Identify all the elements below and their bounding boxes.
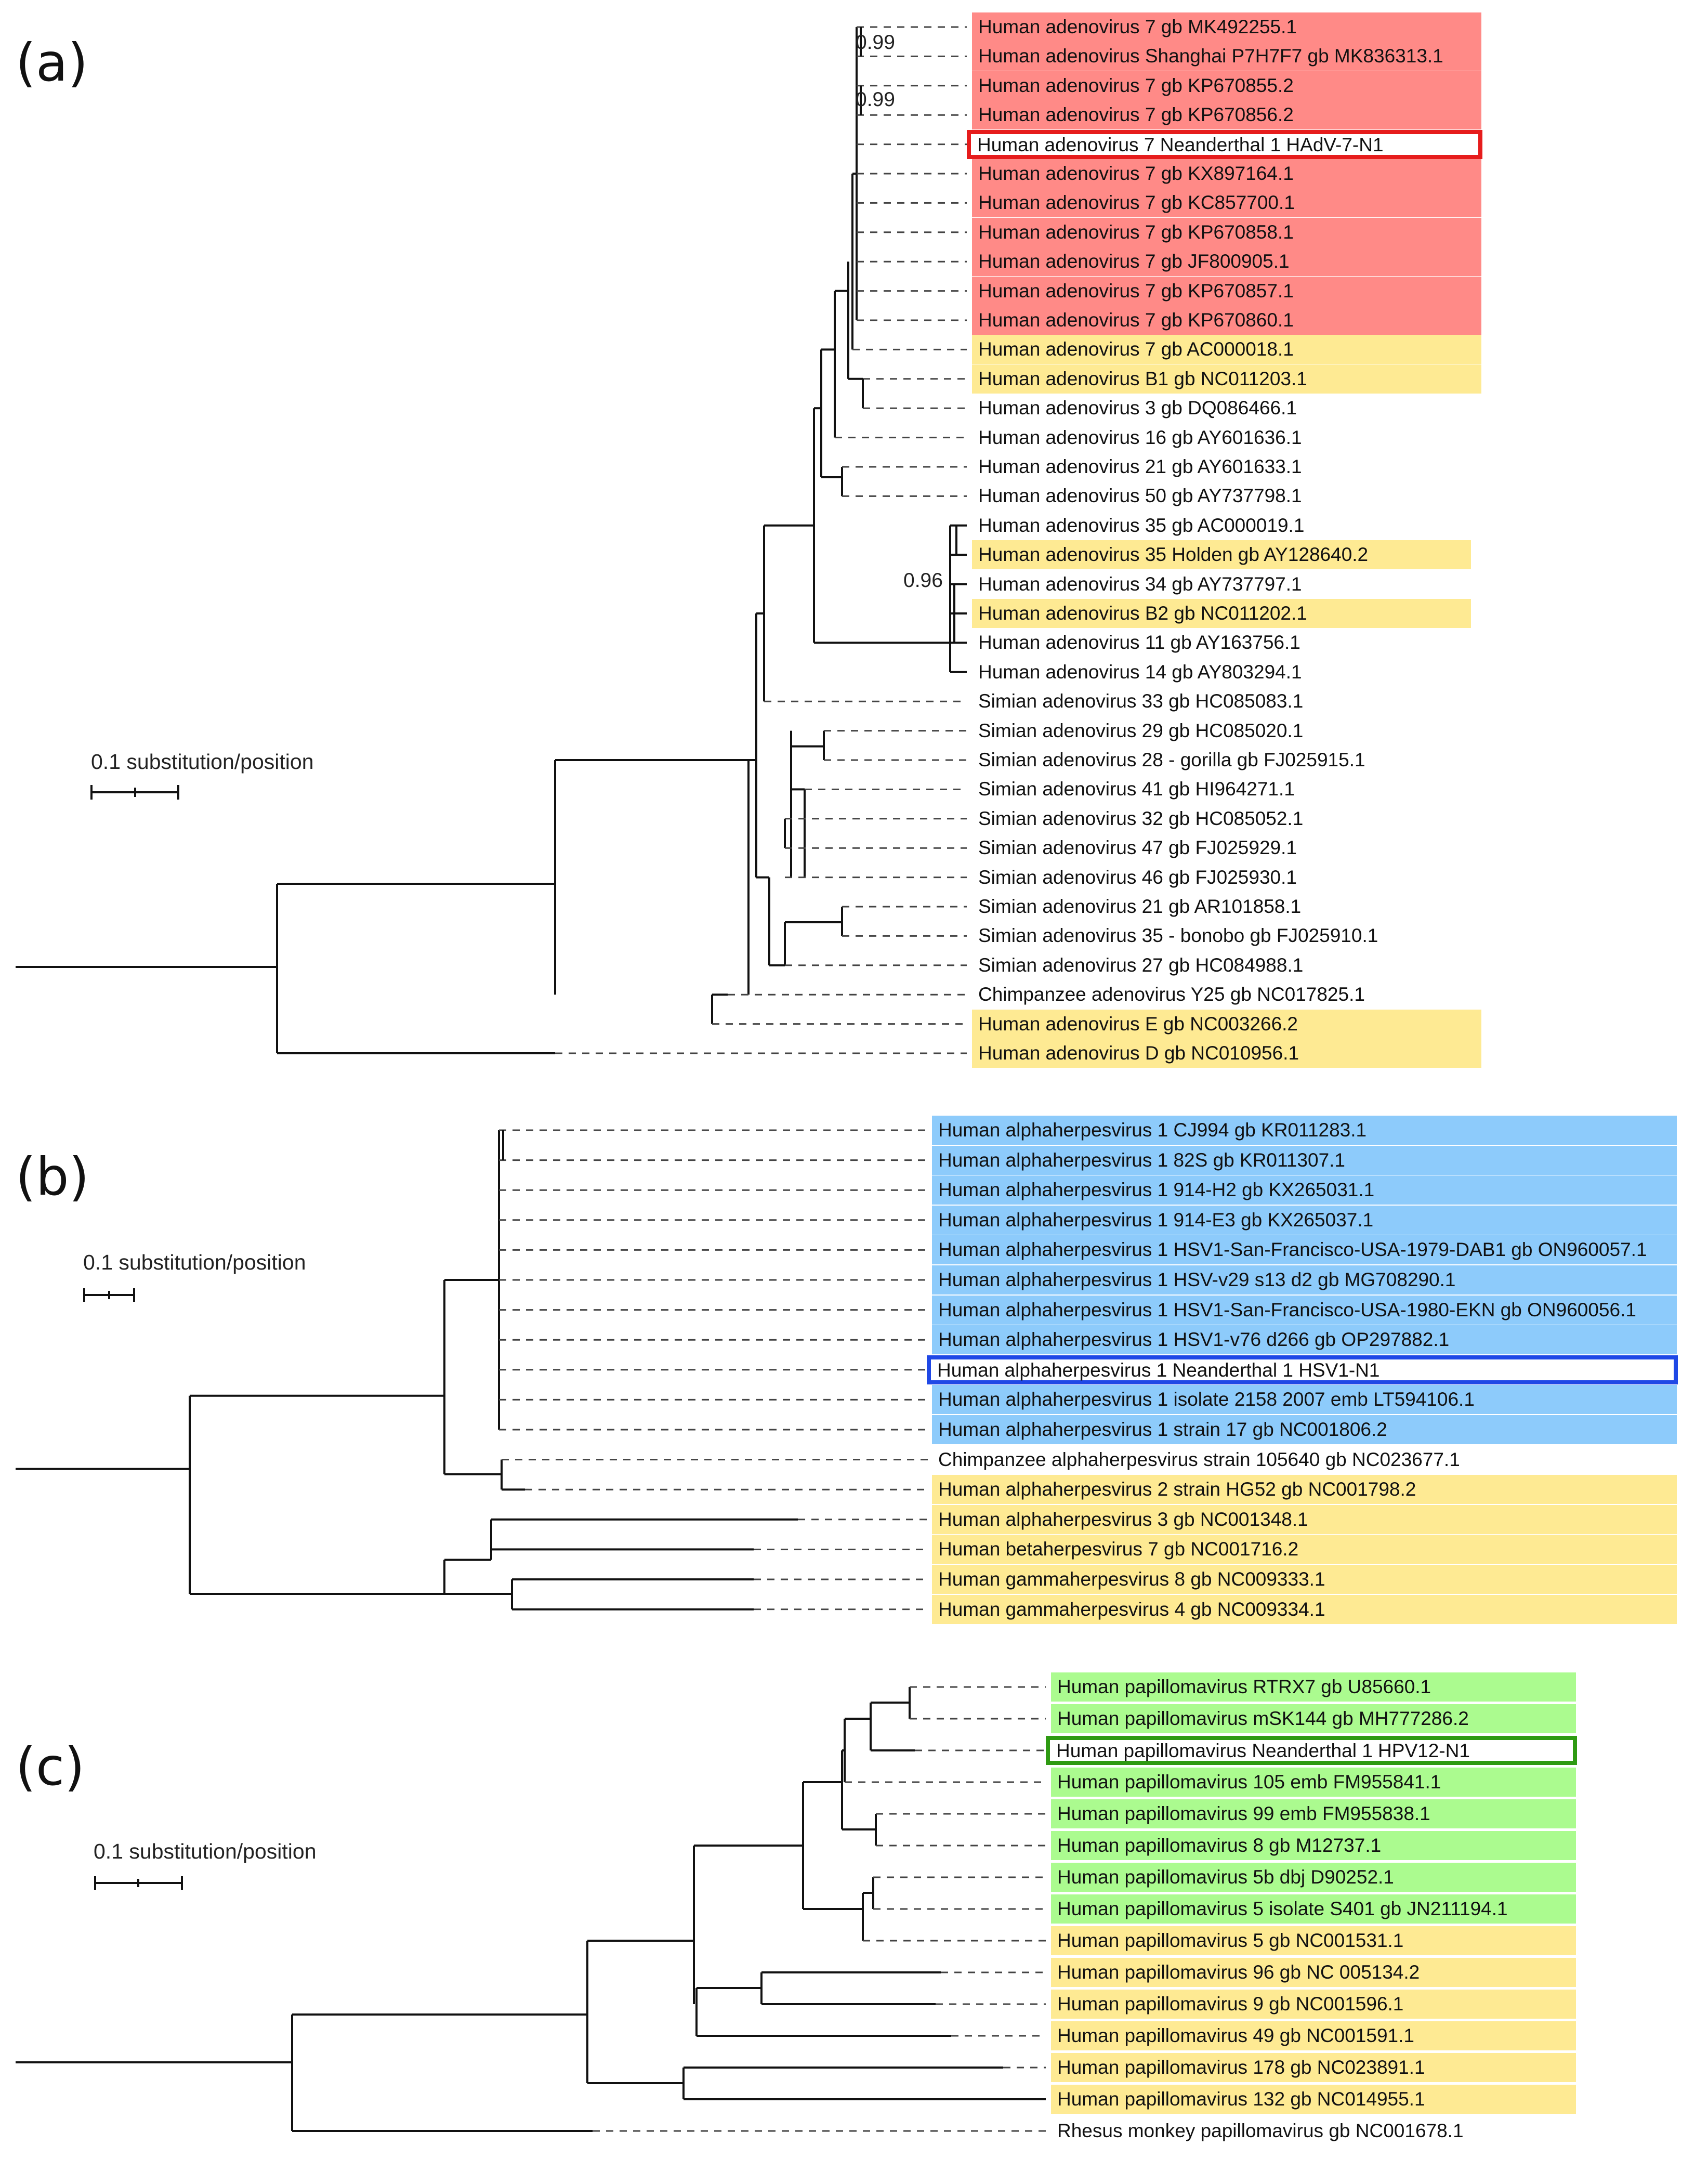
panel-b-taxon-row: Human alphaherpesvirus 1 Neanderthal 1 H… [927,1355,1678,1384]
panel-a-taxon-row: Simian adenovirus 32 gb HC085052.1 [978,807,1304,829]
panel-a-taxon-row: Human adenovirus 7 gb KX897164.1 [972,159,1481,188]
panel-c-taxon-row: Human papillomavirus 49 gb NC001591.1 [1051,2021,1576,2050]
panel-a-taxon-row: Human adenovirus 14 gb AY803294.1 [978,661,1302,683]
panel-c-taxon-row: Rhesus monkey papillomavirus gb NC001678… [1057,2120,1464,2141]
panel-a-support-1: 0.99 [856,31,895,54]
panel-b-label: (b) [16,1146,89,1207]
panel-b-taxon-row: Human alphaherpesvirus 1 isolate 2158 20… [932,1385,1677,1415]
panel-a-taxon-row: Human adenovirus 7 gb KP670860.1 [972,306,1481,335]
panel-c-taxon-row: Human papillomavirus mSK144 gb MH777286.… [1051,1704,1576,1733]
panel-c-taxon-row: Human papillomavirus RTRX7 gb U85660.1 [1051,1672,1576,1702]
panel-a-taxon-row: Human adenovirus B1 gb NC011203.1 [972,364,1481,394]
panel-a-taxon-row: Human adenovirus 7 gb KP670855.2 [972,71,1481,100]
panel-c-taxon-row: Human papillomavirus 5 gb NC001531.1 [1051,1926,1576,1955]
panel-b-taxon-row: Human alphaherpesvirus 1 HSV1-San-Franci… [932,1235,1677,1265]
panel-b-taxon-row: Human gammaherpesvirus 8 gb NC009333.1 [932,1565,1677,1594]
panel-a-scale-bar [90,785,179,800]
panel-a-taxon-row: Simian adenovirus 46 gb FJ025930.1 [978,866,1297,888]
panel-a-taxon-row: Human adenovirus 34 gb AY737797.1 [978,573,1302,595]
panel-a-taxon-row: Simian adenovirus 29 gb HC085020.1 [978,720,1304,741]
panel-c-taxon-row: Human papillomavirus 5b dbj D90252.1 [1051,1863,1576,1892]
panel-b-branches [16,1129,928,1611]
panel-b-taxon-row: Human alphaherpesvirus 1 82S gb KR011307… [932,1145,1677,1175]
panel-a-taxon-row: Simian adenovirus 41 gb HI964271.1 [978,778,1295,800]
panel-a-taxon-row: Human adenovirus D gb NC010956.1 [972,1039,1481,1068]
panel-a-taxon-row: Human adenovirus 16 gb AY601636.1 [978,426,1302,448]
panel-b-herpesvirus-tree: (b) 0.1 substitution/position Human alph… [16,1116,1678,1624]
panel-a-taxon-row: Human adenovirus 7 Neanderthal 1 HAdV-7-… [967,129,1482,159]
panel-a-taxon-row: Chimpanzee adenovirus Y25 gb NC017825.1 [978,984,1365,1005]
panel-a-taxon-row: Human adenovirus E gb NC003266.2 [972,1009,1481,1039]
panel-a-taxon-row: Simian adenovirus 21 gb AR101858.1 [978,896,1302,917]
panel-c-taxon-row: Human papillomavirus 132 gb NC014955.1 [1051,2085,1576,2114]
panel-a-taxon-row: Simian adenovirus 28 - gorilla gb FJ0259… [978,749,1365,770]
panel-a-taxon-row: Human adenovirus 11 gb AY163756.1 [978,632,1300,653]
panel-a-taxon-row: Human adenovirus 7 gb KC857700.1 [972,188,1481,218]
panel-a-taxon-row: Human adenovirus 3 gb DQ086466.1 [978,397,1297,419]
panel-a-taxon-row: Human adenovirus 50 gb AY737798.1 [978,485,1302,507]
panel-b-scale-bar [83,1288,135,1302]
panel-c-taxon-row: Human papillomavirus 5 isolate S401 gb J… [1051,1894,1576,1924]
panel-b-taxon-row: Human alphaherpesvirus 1 914-H2 gb KX265… [932,1175,1677,1205]
panel-b-taxon-row: Human gammaherpesvirus 4 gb NC009334.1 [932,1594,1677,1624]
panel-a-taxon-row: Simian adenovirus 47 gb FJ025929.1 [978,837,1297,859]
panel-c-taxon-row: Human papillomavirus 99 emb FM955838.1 [1051,1799,1576,1828]
panel-b-taxon-row: Human alphaherpesvirus 3 gb NC001348.1 [932,1505,1677,1534]
panel-b-taxon-row: Human alphaherpesvirus 1 strain 17 gb NC… [932,1415,1677,1444]
panel-b-taxon-row: Human alphaherpesvirus 1 CJ994 gb KR0112… [932,1116,1677,1145]
panel-b-taxon-row: Human betaherpesvirus 7 gb NC001716.2 [932,1535,1677,1564]
panel-a-taxon-row: Human adenovirus 7 gb KP670858.1 [972,217,1481,247]
panel-b-scale-label: 0.1 substitution/position [83,1250,306,1274]
panel-a-taxon-row: Human adenovirus Shanghai P7H7F7 gb MK83… [972,42,1481,71]
panel-a-taxon-row: Human adenovirus 21 gb AY601633.1 [978,456,1302,477]
panel-a-taxon-row: Human adenovirus 35 gb AC000019.1 [978,514,1305,536]
panel-a-scale-label: 0.1 substitution/position [91,750,314,774]
panel-a-taxon-row: Human adenovirus 35 Holden gb AY128640.2 [972,540,1471,570]
panel-a-taxon-row: Human adenovirus B2 gb NC011202.1 [972,599,1471,628]
panel-a-adenovirus-tree: (a) 0.1 substitution/position 0.99 0.99 … [16,12,1482,1068]
panel-b-taxon-row: Human alphaherpesvirus 1 HSV-v29 s13 d2 … [932,1265,1677,1294]
panel-a-taxon-row: Human adenovirus 7 gb MK492255.1 [972,12,1481,42]
panel-a-taxon-row: Simian adenovirus 27 gb HC084988.1 [978,954,1304,976]
panel-c-taxon-row: Human papillomavirus 96 gb NC 005134.2 [1051,1958,1576,1987]
panel-a-taxon-row: Human adenovirus 7 gb AC000018.1 [972,335,1481,364]
panel-a-support-2: 0.99 [856,88,895,111]
panel-a-branches [16,26,967,1054]
panel-c-taxon-row: Human papillomavirus 105 emb FM955841.1 [1051,1768,1576,1797]
panel-c-taxon-row: Human papillomavirus 8 gb M12737.1 [1051,1831,1576,1860]
panel-c-taxon-row: Human papillomavirus 9 gb NC001596.1 [1051,1990,1576,2019]
panel-b-taxon-row: Human alphaherpesvirus 2 strain HG52 gb … [932,1475,1677,1505]
panel-c-label: (c) [16,1736,85,1797]
panel-a-taxon-row: Simian adenovirus 35 - bonobo gb FJ02591… [978,925,1378,947]
panel-c-taxon-row: Human papillomavirus 178 gb NC023891.1 [1051,2053,1576,2082]
panel-c-taxon-row: Human papillomavirus Neanderthal 1 HPV12… [1046,1736,1577,1765]
panel-a-support-3: 0.96 [903,569,943,592]
panel-a-taxon-row: Human adenovirus 7 gb KP670856.2 [972,100,1481,130]
panel-b-taxon-row: Human alphaherpesvirus 1 HSV1-v76 d266 g… [932,1325,1677,1355]
panel-a-taxon-row: Simian adenovirus 33 gb HC085083.1 [978,690,1304,712]
panel-b-taxon-row: Human alphaherpesvirus 1 HSV1-San-Franci… [932,1295,1677,1325]
panel-a-label: (a) [16,32,88,93]
panel-b-taxon-row: Human alphaherpesvirus 1 914-E3 gb KX265… [932,1205,1677,1235]
panel-b-taxon-row: Chimpanzee alphaherpesvirus strain 10564… [938,1448,1460,1470]
panel-a-taxon-row: Human adenovirus 7 gb JF800905.1 [972,247,1481,277]
panel-c-scale-label: 0.1 substitution/position [94,1839,317,1863]
panel-a-taxon-row: Human adenovirus 7 gb KP670857.1 [972,276,1481,306]
